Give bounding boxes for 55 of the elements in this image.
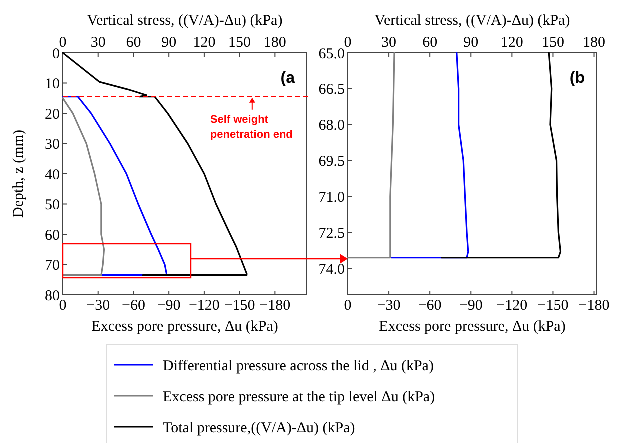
x2-tick-label: 180	[264, 35, 286, 51]
x-tick-label: −30	[86, 298, 110, 314]
y-tick-label: 60	[45, 228, 60, 244]
y-tick-label: 10	[45, 76, 60, 92]
line-series	[390, 52, 470, 259]
y-tick-label: 80	[45, 288, 60, 304]
x-tick-label: −30	[377, 298, 401, 314]
x-tick-label: −90	[157, 298, 181, 314]
line-series	[62, 98, 106, 276]
annotation: (a	[280, 70, 296, 87]
x-tick-label: −120	[188, 298, 220, 314]
x2-axis-title: Vertical stress, ((V/A)-Δu) (kPa)	[374, 13, 570, 29]
legend-label: Differential pressure across the lid , Δu (kPa)	[163, 358, 434, 374]
x2-tick-label: 30	[90, 35, 106, 51]
x-axis-title: Excess pore pressure, Δu (kPa)	[92, 319, 278, 335]
line-series	[347, 52, 396, 259]
y-tick-label: 20	[45, 106, 60, 123]
x2-tick-label: 60	[126, 35, 142, 51]
y-tick-label: 68.0	[318, 118, 345, 134]
y-tick-label: 70	[45, 258, 60, 274]
ref-line-label: Self weight penetration end	[210, 114, 293, 141]
x-tick-label: −150	[224, 298, 256, 314]
x-tick-label: −180	[260, 298, 291, 314]
x2-tick-label: 120	[500, 35, 524, 51]
x-axis-title: Excess pore pressure, Δu (kPa)	[379, 319, 566, 335]
y-tick-label: 74.0	[318, 262, 345, 278]
y-tick-label: 66.5	[318, 82, 345, 98]
x-tick-label: −150	[538, 298, 569, 314]
legend-label: Excess pore pressure at the tip level Δu (kPa)	[163, 389, 436, 406]
x2-tick-label: 180	[583, 35, 606, 51]
x2-tick-label: 60	[422, 35, 438, 51]
x2-tick-label: 30	[382, 35, 397, 51]
y-tick-label: 40	[45, 167, 60, 184]
y-tick-label: 65.0	[318, 46, 345, 62]
x-tick-label: −180	[578, 298, 610, 314]
y-tick-label: 0	[52, 46, 60, 62]
x-tick-label: −60	[418, 298, 442, 314]
x2-tick-label: 150	[542, 35, 564, 51]
y-tick-label: 30	[45, 137, 60, 153]
x-tick-label: −90	[459, 298, 483, 314]
x2-tick-label: 150	[228, 35, 252, 51]
y-axis-title: Depth, z (mm)	[11, 130, 27, 218]
y-tick-label: 50	[45, 198, 60, 214]
legend-label: Total pressure,((V/A)-Δu) (kPa)	[163, 420, 356, 436]
x2-tick-label: 90	[162, 35, 177, 51]
y-tick-label: 71.0	[318, 190, 345, 206]
y-tick-label: 72.5	[318, 226, 345, 242]
line-series	[62, 96, 168, 276]
x-tick-label: −120	[496, 298, 528, 314]
x2-axis-title: Vertical stress, ((V/A)-Δu) (kPa)	[87, 13, 283, 29]
y-tick-label: 69.5	[318, 154, 345, 170]
x-tick-label: −60	[122, 298, 146, 314]
x2-tick-label: 90	[464, 35, 479, 51]
x2-tick-label: 120	[193, 35, 216, 51]
annotation: (b	[570, 70, 586, 87]
